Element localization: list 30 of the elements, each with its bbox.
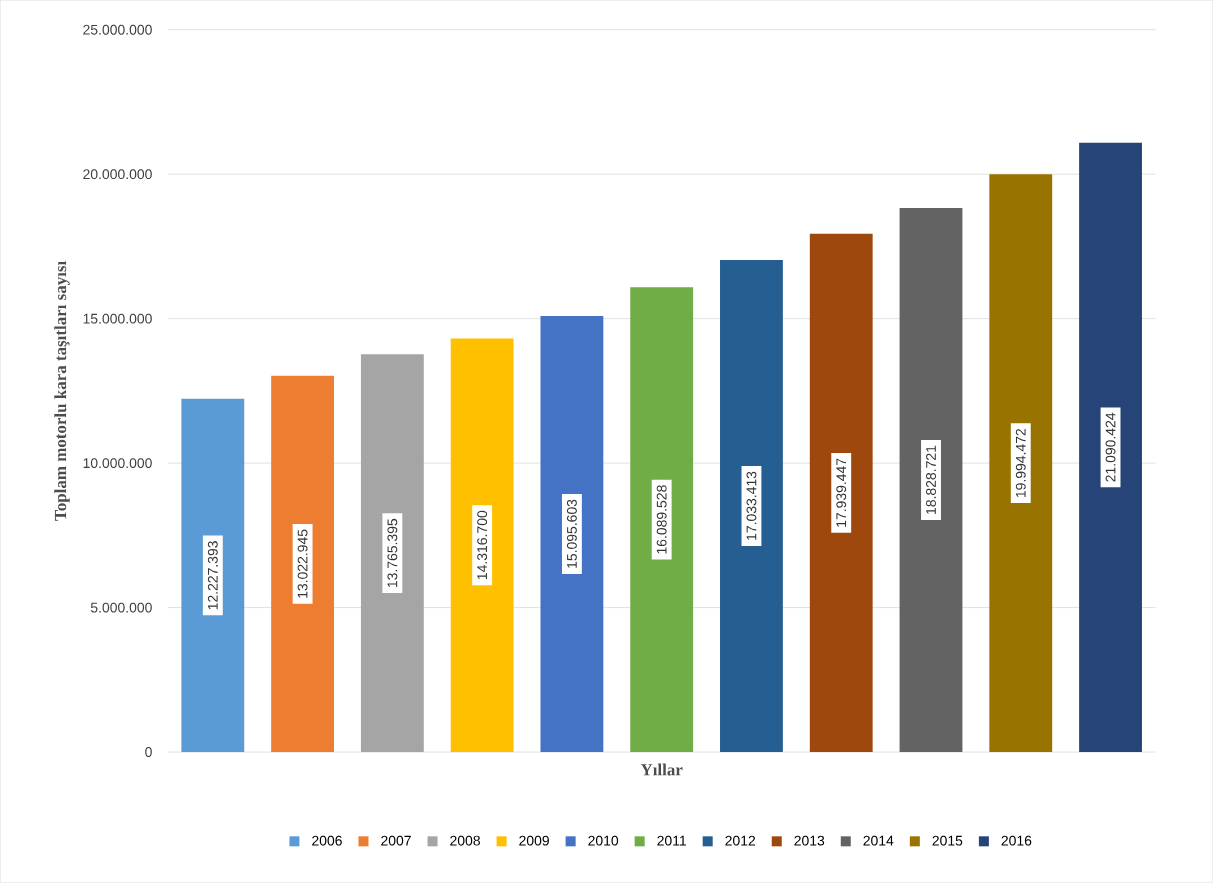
data-label: 13.022.945 [297,529,308,598]
y-tick-label: 0 [145,747,152,758]
y-tick-label: 5.000.000 [90,602,152,613]
data-label: 16.089.528 [656,485,667,554]
y-axis-title: Toplam motorlu kara taşıtları sayısı [54,261,70,521]
legend-label: 2007 [381,835,411,846]
data-label: 17.033.413 [746,471,757,540]
legend-label: 2011 [657,835,686,846]
data-label: 19.994.472 [1015,429,1026,498]
legend-label: 2014 [863,835,894,846]
legend-label: 2013 [794,835,825,846]
legend-label: 2016 [1001,835,1032,846]
data-label: 13.765.395 [387,518,398,588]
data-label: 17.939.447 [836,458,847,527]
x-axis-title: Yıllar [640,763,683,776]
y-tick-label: 20.000.000 [83,169,152,180]
y-tick-label: 10.000.000 [83,458,152,469]
data-label: 12.227.393 [207,541,218,610]
legend-label: 2015 [932,835,963,846]
data-label: 15.095.603 [566,499,577,568]
legend-label: 2008 [450,835,480,846]
data-label: 21.090.424 [1105,412,1116,482]
legend-label: 2006 [312,835,342,846]
legend-label: 2012 [725,835,756,846]
y-tick-label: 15.000.000 [83,313,152,324]
data-label: 18.828.721 [926,445,936,514]
data-label: 14.316.700 [477,510,488,580]
y-tick-label: 25.000.000 [83,24,152,35]
legend-label: 2010 [588,835,619,846]
legend-label: 2009 [519,835,549,846]
